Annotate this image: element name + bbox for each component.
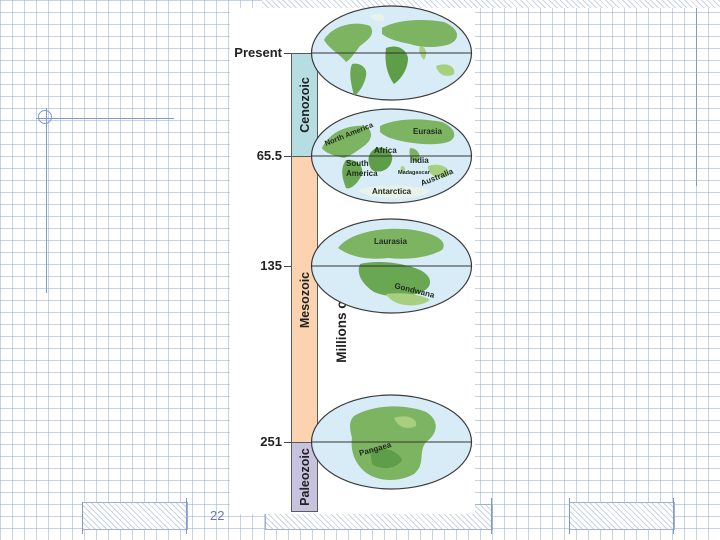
landmass <box>350 406 436 480</box>
decor-line <box>491 498 492 534</box>
label-india: India <box>410 156 429 165</box>
decor-line <box>186 498 187 534</box>
label-africa: Africa <box>374 146 397 155</box>
tick-251: 251 <box>260 434 282 449</box>
tick-present: Present <box>234 45 282 60</box>
label-america: America <box>346 169 378 178</box>
label-antarctica: Antarctica <box>372 187 412 196</box>
globe-65-5: North America Eurasia Africa India South… <box>310 108 473 206</box>
decor-box <box>569 502 675 530</box>
landmass <box>324 13 458 96</box>
decor-line <box>36 118 174 119</box>
label-south: South <box>346 159 369 168</box>
continental-drift-figure: Millions of years ago Present 65.5 135 2… <box>230 5 475 514</box>
decor-line <box>82 502 83 534</box>
tick-135: 135 <box>260 258 282 273</box>
landmass <box>322 119 455 199</box>
decor-band <box>262 0 720 8</box>
tick-65-5: 65.5 <box>256 148 282 163</box>
label-laurasia: Laurasia <box>374 237 407 246</box>
landmass <box>338 228 444 306</box>
era-mesozoic: Mesozoic <box>291 156 318 443</box>
globe-135: Laurasia Gondwana <box>310 218 473 316</box>
decor-line <box>673 498 674 534</box>
decor-line <box>46 108 47 293</box>
decor-line <box>696 0 697 186</box>
era-cenozoic: Cenozoic <box>291 53 318 157</box>
decor-circle <box>38 110 52 124</box>
decor-box <box>82 502 188 530</box>
slide-number: 22 <box>210 508 225 523</box>
decor-line <box>569 498 570 534</box>
globe-251: Pangaea <box>310 394 473 492</box>
globe-present <box>310 4 473 102</box>
label-madagascar: Madagascar <box>398 170 431 176</box>
label-eurasia: Eurasia <box>413 127 442 136</box>
